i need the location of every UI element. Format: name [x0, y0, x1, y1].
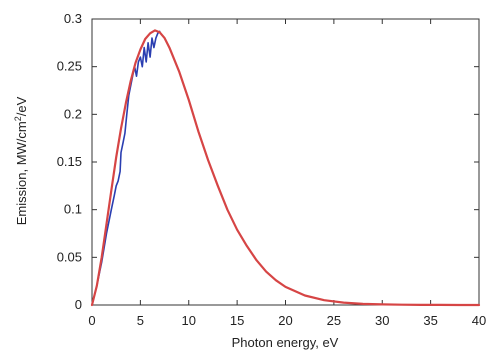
x-tick-label: 30 — [375, 313, 389, 328]
x-tick-label: 20 — [278, 313, 292, 328]
x-tick-label: 25 — [327, 313, 341, 328]
series-layer — [90, 29, 481, 307]
y-axis: 0 0.05 0.1 0.15 0.2 0.25 0.3 — [57, 11, 479, 312]
y-tick-label: 0.1 — [64, 202, 82, 217]
y-axis-title: Emission, MW/cm2/eV — [13, 96, 29, 225]
x-tick-label: 35 — [423, 313, 437, 328]
series-line-1 — [91, 30, 161, 306]
y-tick-label: 0.25 — [57, 59, 82, 74]
y-tick-label: 0.05 — [57, 249, 82, 264]
plot-area-border — [91, 18, 480, 306]
x-tick-label: 40 — [472, 313, 486, 328]
y-tick-label: 0 — [75, 297, 82, 312]
x-tick-label: 5 — [137, 313, 144, 328]
x-axis-title: Photon energy, eV — [232, 335, 339, 350]
y-tick-label: 0.3 — [64, 11, 82, 26]
y-axis-title-main: Emission, MW/cm — [14, 121, 29, 225]
y-axis-title-unit: /eV — [14, 96, 29, 116]
x-axis: 0 5 10 15 20 25 30 35 40 — [88, 19, 486, 328]
y-axis-title-sup: 2 — [13, 116, 23, 121]
x-tick-label: 0 — [88, 313, 95, 328]
x-tick-label: 10 — [182, 313, 196, 328]
plot-frame — [91, 18, 480, 306]
y-tick-label: 0.2 — [64, 106, 82, 121]
y-tick-label: 0.15 — [57, 154, 82, 169]
x-tick-label: 15 — [230, 313, 244, 328]
series-line-2 — [90, 29, 481, 307]
